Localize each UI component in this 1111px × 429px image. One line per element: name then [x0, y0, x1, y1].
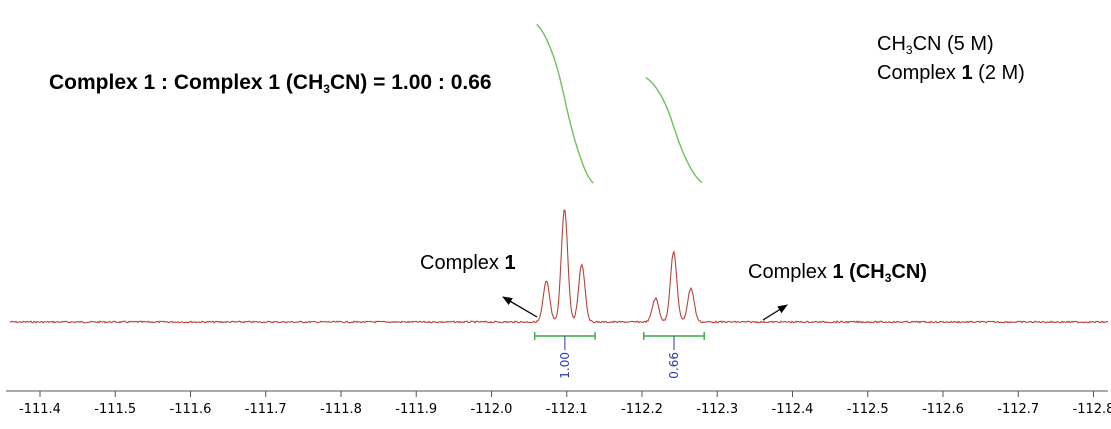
spectrum-trace — [9, 209, 1109, 324]
integral-bars: 1.00 0.66 — [533, 332, 705, 379]
x-tick-label: -111.5 — [94, 402, 136, 417]
spectrum-trace-group — [9, 209, 1109, 324]
x-tick-label: -112.0 — [471, 402, 513, 417]
x-axis: -111.4 -111.5 -111.6 -111.7 -111.8 -111.9 -112… — [6, 390, 1111, 417]
integral-curves — [536, 23, 703, 184]
x-tick-label: -112.5 — [847, 402, 889, 417]
x-tick-label: -112.8 — [1073, 402, 1111, 417]
x-tick-label: -112.6 — [922, 402, 964, 417]
x-tick-label: -112.1 — [546, 402, 588, 417]
x-tick-label: -111.4 — [19, 402, 61, 417]
arrow-complex-1-ch3cn — [762, 304, 788, 321]
conditions-annotation: CH3CN (5 M) Complex 1 (2 M) — [877, 30, 1025, 88]
integral-curve — [645, 77, 703, 183]
condition-complex: Complex 1 (2 M) — [877, 62, 1025, 84]
peak-label-complex-1-ch3cn: Complex 1 (CH3CN) — [748, 261, 927, 285]
x-tick-label: -111.9 — [395, 402, 437, 417]
integral-curve — [536, 23, 594, 184]
x-tick-label: -112.4 — [772, 402, 814, 417]
integral-value-label: 0.66 — [667, 352, 681, 379]
condition-solvent: CH3CN (5 M) — [877, 33, 994, 57]
ratio-annotation: Complex 1 : Complex 1 (CH3CN) = 1.00 : 0… — [49, 71, 492, 96]
x-tick-label: -111.8 — [320, 402, 362, 417]
arrow-complex-1 — [502, 296, 538, 318]
integral-value-label: 1.00 — [558, 352, 572, 379]
x-tick-label: -111.6 — [170, 402, 212, 417]
x-tick-label: -111.7 — [245, 402, 287, 417]
x-tick-label: -112.7 — [997, 402, 1039, 417]
peak-label-complex-1: Complex 1 — [420, 252, 516, 274]
x-tick-label: -112.3 — [696, 402, 738, 417]
x-tick-label: -112.2 — [621, 402, 663, 417]
